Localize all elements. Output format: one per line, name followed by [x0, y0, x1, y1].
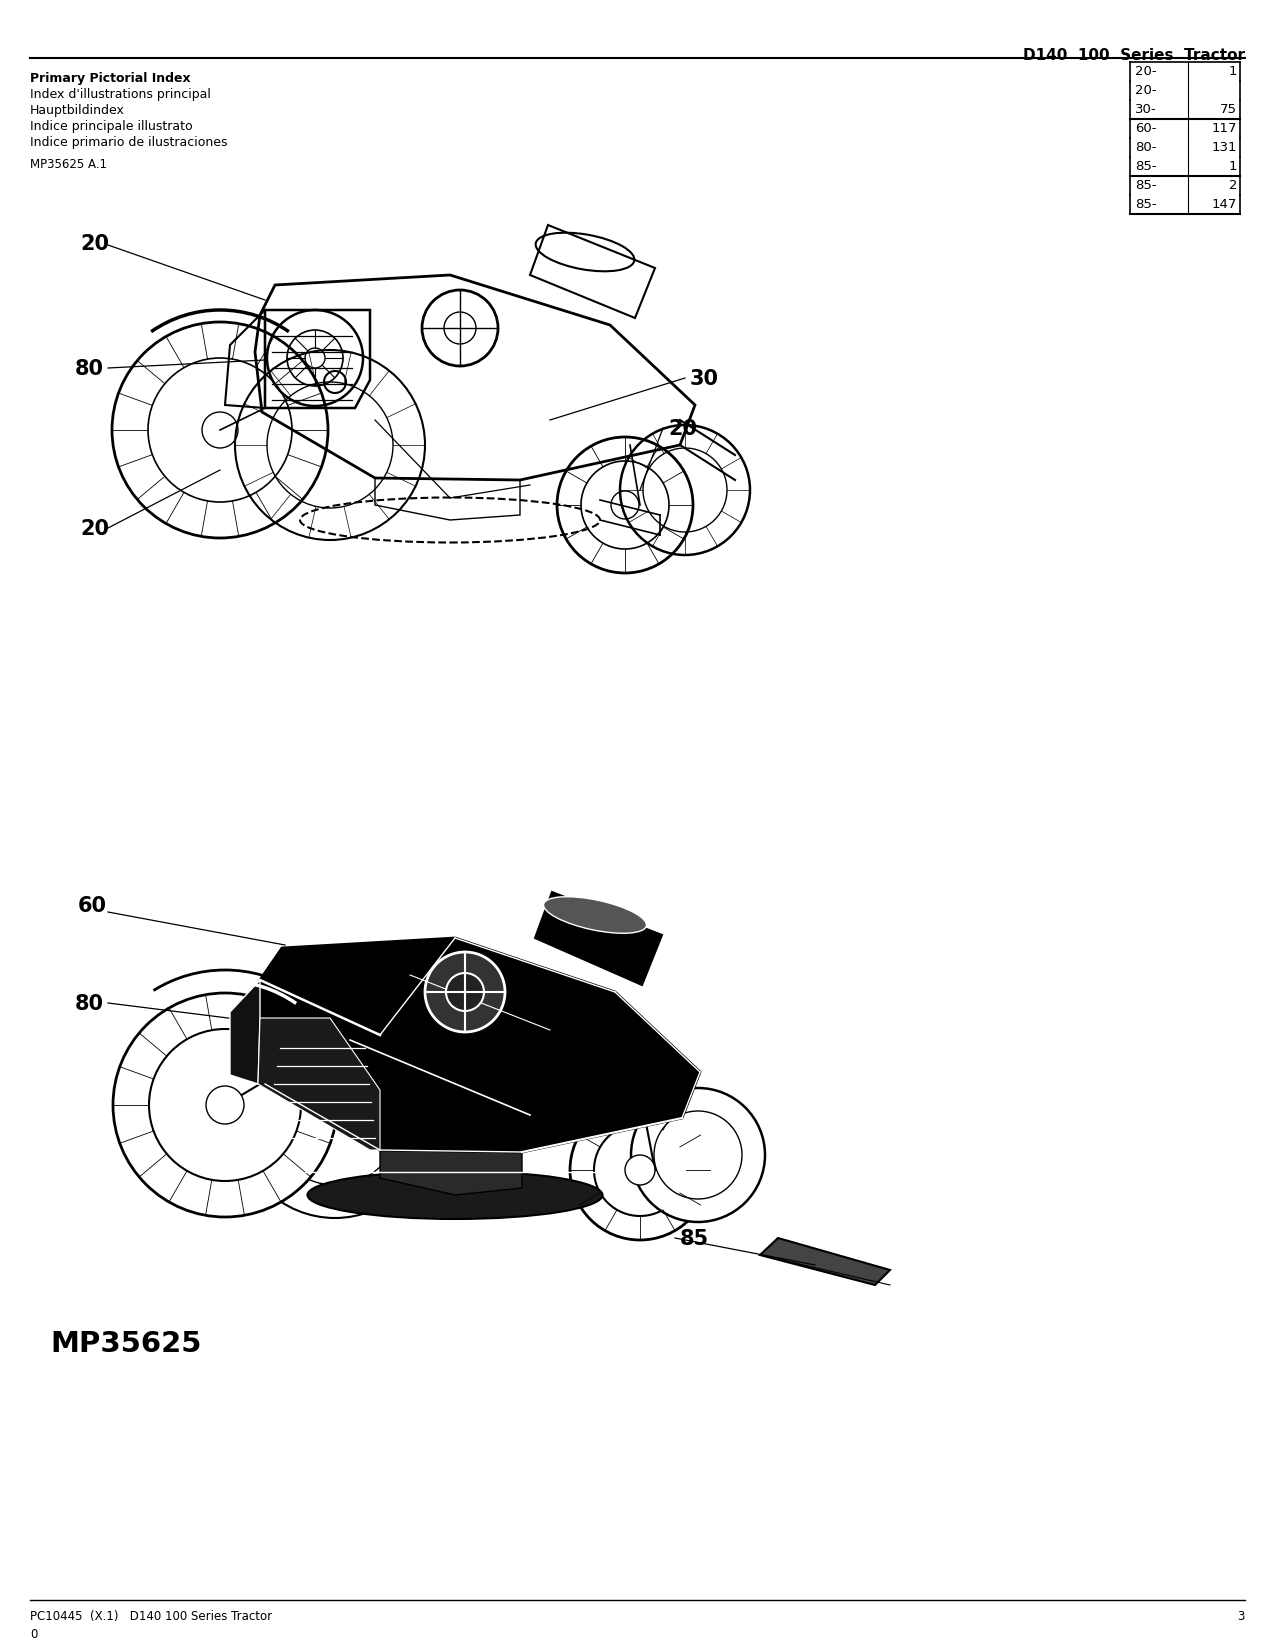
Circle shape — [446, 974, 485, 1011]
Text: 117: 117 — [1211, 122, 1237, 135]
Circle shape — [270, 1054, 400, 1185]
Text: MP35625 A.1: MP35625 A.1 — [31, 158, 107, 172]
Polygon shape — [258, 1018, 380, 1150]
Text: MP35625: MP35625 — [50, 1330, 201, 1358]
Polygon shape — [760, 1238, 890, 1285]
Circle shape — [570, 1101, 710, 1241]
Text: 20: 20 — [668, 419, 697, 439]
Text: 147: 147 — [1211, 198, 1237, 211]
Ellipse shape — [307, 1172, 603, 1219]
Circle shape — [625, 1155, 655, 1185]
Text: 85-: 85- — [1135, 160, 1156, 173]
Text: 80-: 80- — [1135, 140, 1156, 153]
Text: 1: 1 — [1229, 64, 1237, 78]
Text: 80: 80 — [75, 993, 105, 1015]
Text: PC10445  (X.1)   D140 100 Series Tractor: PC10445 (X.1) D140 100 Series Tractor — [31, 1610, 272, 1624]
Polygon shape — [258, 937, 700, 1152]
Text: Indice primario de ilustraciones: Indice primario de ilustraciones — [31, 135, 227, 148]
Text: D140  100  Series  Tractor: D140 100 Series Tractor — [1023, 48, 1244, 63]
Circle shape — [594, 1124, 686, 1216]
Text: 20: 20 — [80, 520, 108, 540]
Text: Primary Pictorial Index: Primary Pictorial Index — [31, 73, 191, 86]
Text: 30: 30 — [690, 370, 719, 389]
Text: 85: 85 — [680, 1229, 709, 1249]
Text: 85-: 85- — [1135, 198, 1156, 211]
Polygon shape — [536, 893, 662, 985]
Circle shape — [631, 1087, 765, 1223]
Ellipse shape — [543, 896, 646, 934]
Text: 1: 1 — [1229, 160, 1237, 173]
Text: Hauptbildindex: Hauptbildindex — [31, 104, 125, 117]
Text: 20-: 20- — [1135, 84, 1156, 97]
Text: 131: 131 — [1211, 140, 1237, 153]
Text: Indice principale illustrato: Indice principale illustrato — [31, 120, 193, 134]
Text: Index d'illustrations principal: Index d'illustrations principal — [31, 87, 210, 101]
Circle shape — [654, 1110, 742, 1200]
Text: 20-: 20- — [1135, 64, 1156, 78]
Text: 75: 75 — [1220, 102, 1237, 116]
Text: 3: 3 — [1238, 1610, 1244, 1624]
Polygon shape — [380, 1150, 521, 1195]
Circle shape — [149, 1030, 301, 1181]
Circle shape — [207, 1086, 244, 1124]
Text: 30-: 30- — [1135, 102, 1156, 116]
Text: 80: 80 — [75, 360, 105, 380]
Text: 2: 2 — [1229, 178, 1237, 191]
Text: 85-: 85- — [1135, 178, 1156, 191]
Circle shape — [425, 952, 505, 1031]
Circle shape — [237, 1021, 434, 1218]
Text: 60-: 60- — [1135, 122, 1156, 135]
Circle shape — [113, 993, 337, 1218]
Text: 60: 60 — [78, 896, 107, 916]
Text: 20: 20 — [80, 234, 108, 254]
Polygon shape — [230, 980, 260, 1084]
Text: 0: 0 — [31, 1629, 37, 1642]
